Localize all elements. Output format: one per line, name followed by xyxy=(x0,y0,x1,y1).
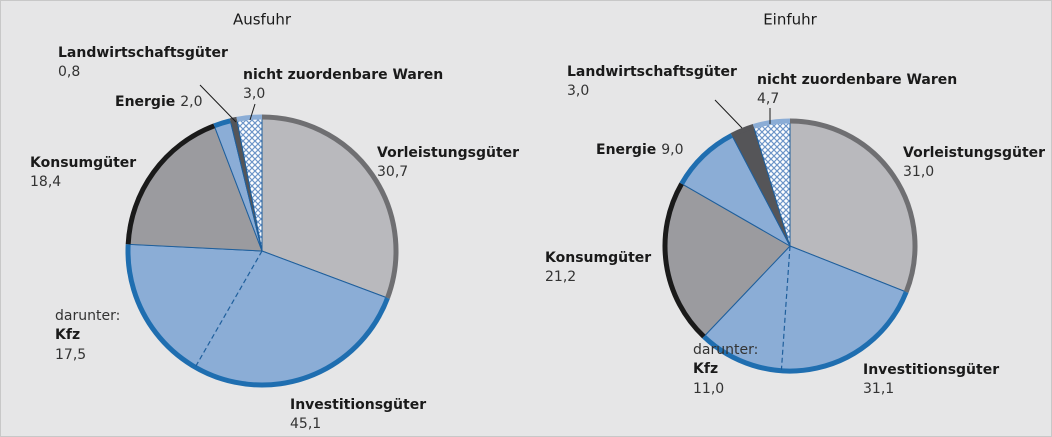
value-label: 45,1 xyxy=(290,416,321,432)
annotation-name: Kfz xyxy=(693,361,718,377)
annotation-prefix: darunter: xyxy=(55,308,120,324)
category-name: Vorleistungsgüter xyxy=(903,145,1045,161)
category-name: Energie xyxy=(115,94,175,110)
value-label: 21,2 xyxy=(545,269,576,285)
slice-label: Energie 2,0 xyxy=(115,94,203,110)
leader-line xyxy=(199,84,237,123)
value-label: 30,7 xyxy=(377,164,408,180)
category-name: Konsumgüter xyxy=(545,250,651,266)
category-name: Investitionsgüter xyxy=(290,397,426,413)
category-name: Landwirtschaftsgüter xyxy=(58,45,228,61)
annotation-value: 17,5 xyxy=(55,347,86,363)
category-name: Landwirtschaftsgüter xyxy=(567,64,737,80)
slice-edge xyxy=(125,123,216,245)
category-name: nicht zuordenbare Waren xyxy=(757,72,957,88)
value-label: 31,1 xyxy=(863,381,894,397)
sub-share-line xyxy=(780,245,791,370)
value-label: 31,0 xyxy=(903,164,934,180)
annotation-value: 11,0 xyxy=(693,381,724,397)
slice-label: Energie 9,0 xyxy=(596,142,684,158)
leader-line xyxy=(249,103,256,121)
category-name: nicht zuordenbare Waren xyxy=(243,67,443,83)
slice-edge xyxy=(702,291,909,374)
category-name: Energie xyxy=(596,142,656,158)
slice-edge xyxy=(679,133,734,185)
slice-edge xyxy=(730,124,755,138)
annotation-name: Kfz xyxy=(55,327,80,343)
category-name: Investitionsgüter xyxy=(863,362,999,378)
sub-share-line xyxy=(195,250,263,367)
value-label: 3,0 xyxy=(243,86,265,102)
slice-edge xyxy=(752,118,791,129)
value-label: 18,4 xyxy=(30,174,61,190)
slice-edge xyxy=(213,118,231,129)
category-name: Vorleistungsgüter xyxy=(377,145,519,161)
value-label: 3,0 xyxy=(567,83,589,99)
category-name: Konsumgüter xyxy=(30,155,136,171)
chart-title: Einfuhr xyxy=(763,11,817,29)
slice-edge xyxy=(261,114,399,299)
slice-edge xyxy=(125,244,390,388)
chart-title: Ausfuhr xyxy=(233,11,292,29)
slice-edge xyxy=(662,182,706,339)
slice-edge xyxy=(236,114,263,122)
slice-edge xyxy=(789,118,918,293)
leader-line xyxy=(714,99,743,129)
value-label: 0,8 xyxy=(58,64,80,80)
value-label: 9,0 xyxy=(661,142,683,158)
value-label: 4,7 xyxy=(757,91,779,107)
value-label: 2,0 xyxy=(180,94,202,110)
annotation-prefix: darunter: xyxy=(693,342,758,358)
